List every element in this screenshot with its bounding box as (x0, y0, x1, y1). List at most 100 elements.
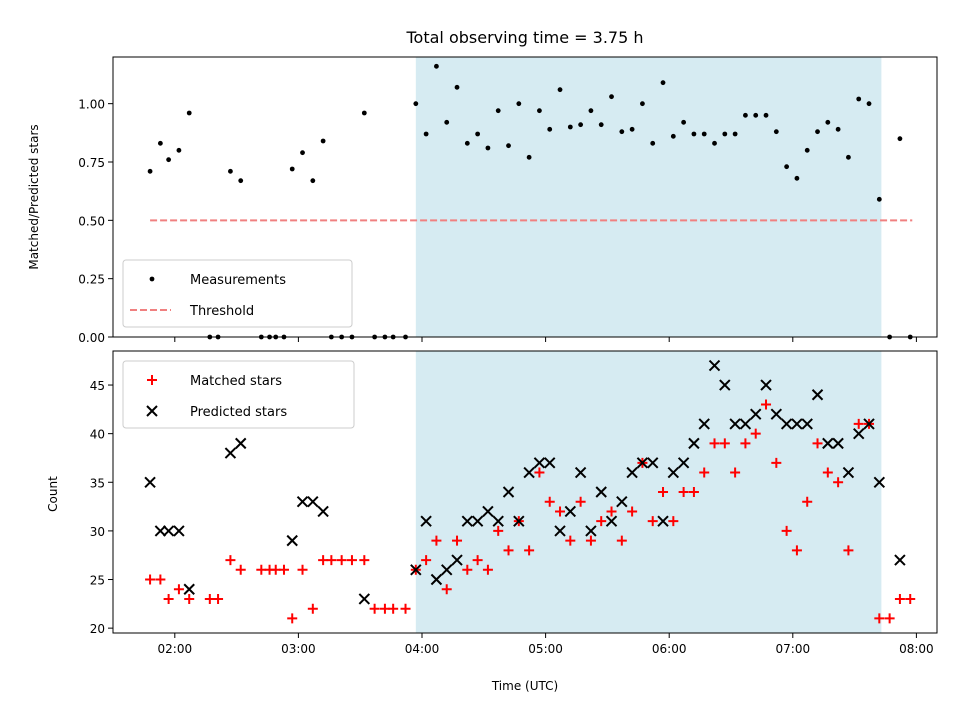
matched-star-point (750, 428, 761, 439)
measurement-point (464, 140, 470, 146)
measurement-point (846, 154, 851, 160)
predicted-star-point (791, 418, 803, 430)
predicted-star-point (154, 525, 167, 537)
measurement-point (876, 196, 882, 202)
matched-star-point (346, 555, 357, 566)
matched-star-point (678, 487, 689, 497)
predicted-star-point (492, 515, 504, 527)
predicted-star-point (296, 496, 309, 508)
predicted-star-point (574, 466, 587, 479)
matched-star-point (503, 545, 514, 556)
top-y-tick-label: 1.00 (78, 98, 105, 112)
predicted-star-point (873, 476, 886, 488)
bottom-observing-window (415, 351, 882, 633)
measurement-point (619, 129, 625, 135)
predicted-star-point (224, 447, 237, 459)
top-y-axis-label: Matched/Predicted stars (27, 124, 41, 269)
measurement-point (526, 154, 532, 160)
predicted-star-point (533, 457, 546, 469)
predicted-star-point (544, 457, 556, 469)
matched-star-point (163, 593, 174, 604)
measurement-point (629, 126, 635, 132)
measurement-point (495, 108, 501, 114)
matched-star-point (326, 555, 337, 566)
predicted-star-point (626, 466, 638, 479)
x-tick-label: 04:00 (405, 642, 440, 656)
predicted-star-point (502, 486, 515, 498)
matched-star-point (585, 535, 596, 546)
matched-star-point (482, 564, 493, 575)
matched-star-point (771, 457, 782, 468)
measurement-point (166, 157, 172, 163)
top-y-tick-label: 0.25 (78, 273, 105, 287)
x-tick-label: 03:00 (281, 642, 316, 656)
top-legend-box (122, 259, 353, 328)
matched-star-point (359, 555, 370, 566)
measurement-point (835, 126, 841, 132)
matched-star-point (730, 467, 741, 478)
measurement-point (691, 131, 697, 137)
bottom-y-tick-label: 40 (90, 428, 105, 442)
matched-star-point (462, 564, 473, 575)
predicted-star-point (853, 427, 865, 440)
matched-star-point (843, 545, 854, 556)
matched-star-point (596, 516, 607, 527)
predicted-star-point (698, 418, 710, 430)
measurement-point (423, 131, 429, 137)
bottom-legend: Matched stars Predicted stars (122, 360, 355, 429)
measurement-point (712, 140, 717, 146)
bottom-axes: 20 25 30 35 40 45 02:00 03:00 04:00 05:00 06:00 07:… (90, 350, 938, 656)
measurement-point (588, 108, 594, 114)
measurement-point (866, 101, 872, 107)
measurement-point (186, 110, 192, 116)
matched-star-point (493, 525, 504, 536)
measurement-point (701, 131, 707, 137)
measurement-point (475, 131, 481, 137)
measurement-point (320, 138, 326, 144)
matched-star-point (472, 555, 483, 566)
matched-star-point (173, 584, 184, 595)
matched-star-point (606, 506, 617, 517)
measurement-point (856, 96, 862, 102)
bottom-legend-box (122, 360, 355, 429)
legend-entry-label: Measurements (190, 273, 286, 288)
top-observing-window (415, 57, 882, 337)
predicted-star-point (235, 437, 247, 450)
matched-star-point (833, 477, 844, 488)
matched-star-point (658, 487, 669, 497)
measurement-point (413, 101, 419, 107)
measurement-point (157, 140, 163, 146)
chart-title: Total observing time = 3.75 h (405, 28, 643, 47)
matched-star-point (145, 574, 156, 585)
matched-star-point (802, 496, 813, 507)
legend-x-marker (146, 405, 158, 417)
measurement-point (454, 84, 460, 90)
predicted-star-point (750, 408, 762, 420)
measurement-point (670, 133, 676, 139)
predicted-star-point (162, 525, 175, 537)
predicted-star-point (760, 379, 772, 391)
matched-star-point (400, 603, 411, 614)
predicted-star-point (471, 515, 484, 527)
matched-star-point (822, 467, 833, 478)
matched-star-point (336, 555, 347, 566)
bottom-y-tick-label: 25 (90, 574, 105, 588)
predicted-star-point (739, 418, 752, 430)
predicted-star-point (482, 505, 494, 518)
x-tick-label: 07:00 (776, 642, 811, 656)
measurement-point (650, 140, 656, 146)
matched-star-point (278, 564, 289, 575)
predicted-star-point (811, 389, 824, 401)
measurement-point (547, 126, 553, 132)
measurement-point (434, 63, 439, 69)
matched-star-point (555, 506, 566, 517)
measurement-point (640, 101, 645, 107)
measurement-point (228, 168, 233, 174)
top-y-tick-label: 0.75 (78, 156, 105, 170)
bottom-y-tick-label: 45 (90, 379, 105, 393)
matched-star-point (441, 584, 452, 595)
top-y-tick-label: 0.00 (78, 331, 105, 345)
measurement-point (609, 94, 614, 100)
legend-dot-marker (149, 276, 155, 282)
predicted-star-point (770, 408, 783, 420)
